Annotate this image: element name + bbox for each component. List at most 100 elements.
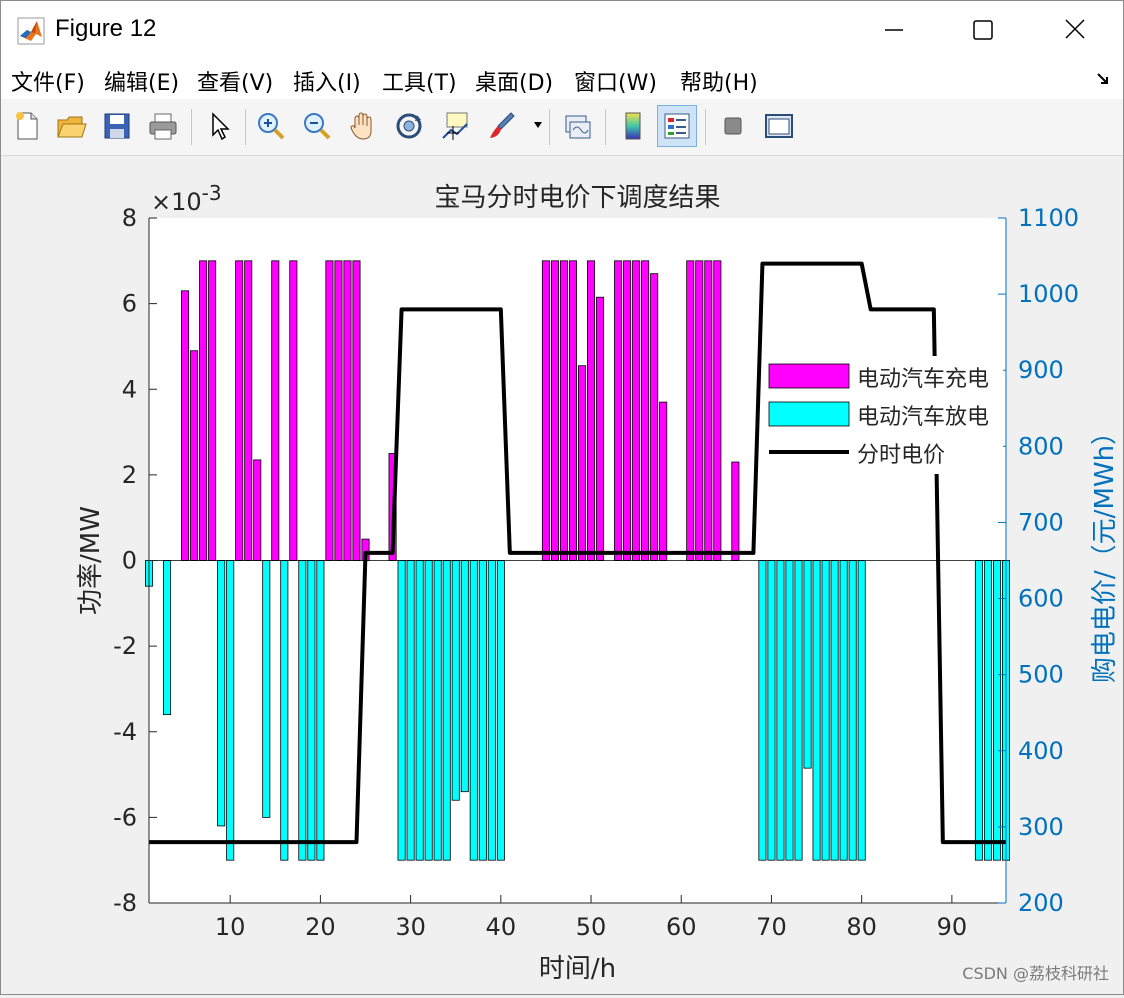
x-tick-label: 20 <box>305 913 336 941</box>
charge-bar <box>596 296 605 561</box>
discharge-bar <box>794 560 803 861</box>
charge-bar <box>695 260 704 561</box>
menu-help[interactable]: 帮助(H) <box>680 71 758 96</box>
matlab-logo-icon <box>17 17 45 45</box>
rotate-3d-button[interactable] <box>389 105 429 147</box>
zoom-out-button[interactable] <box>297 105 337 147</box>
brush-button[interactable] <box>481 105 521 147</box>
discharge-bar <box>496 560 505 861</box>
discharge-bar <box>821 560 830 861</box>
colorbar-icon <box>625 112 641 140</box>
discharge-bar <box>406 560 415 861</box>
y-right-tick-label: 600 <box>1018 585 1064 613</box>
discharge-bar <box>469 560 478 861</box>
menu-edit[interactable]: 编辑(E) <box>104 71 180 96</box>
menu-view[interactable]: 查看(V) <box>197 71 274 96</box>
pointer-button[interactable] <box>199 105 239 147</box>
legend-icon <box>664 113 690 139</box>
discharge-bar <box>992 560 1001 861</box>
discharge-bar <box>487 560 496 861</box>
y-right-tick-label: 1000 <box>1018 280 1079 308</box>
y-right-tick-label: 900 <box>1018 356 1064 384</box>
charge-bar <box>253 459 262 561</box>
charge-bar <box>334 260 343 561</box>
discharge-bar <box>433 560 442 861</box>
legend-swatch <box>768 363 850 389</box>
discharge-bar <box>839 560 848 861</box>
discharge-bar <box>451 560 460 801</box>
zoom-in-button[interactable] <box>251 105 291 147</box>
y-tick-label: 4 <box>122 375 137 403</box>
legend-entry-label: 电动汽车充电 <box>857 367 989 392</box>
legend-button[interactable] <box>657 105 697 147</box>
dock-arrow-icon[interactable] <box>1095 71 1111 87</box>
y-right-tick-label: 1100 <box>1018 204 1079 232</box>
y-tick-label: 0 <box>122 547 137 575</box>
x-axis-label: 时间/h <box>539 954 616 984</box>
charge-bar <box>713 260 722 561</box>
pan-button[interactable] <box>343 105 383 147</box>
discharge-bar <box>424 560 433 861</box>
zoom-in-icon <box>258 113 285 140</box>
brush-icon <box>490 112 515 138</box>
charge-bar <box>659 401 668 561</box>
toolbar-separator <box>605 109 606 145</box>
rotate-3d-icon <box>396 113 422 139</box>
menu-insert[interactable]: 插入(I) <box>293 71 361 96</box>
show-plot-tools-icon <box>765 114 793 138</box>
show-plot-tools-button[interactable] <box>759 105 799 147</box>
brush-dropdown-icon[interactable] <box>533 121 543 129</box>
y-tick-label: 2 <box>122 461 137 489</box>
zoom-out-icon <box>304 113 331 140</box>
hide-plot-tools-button[interactable] <box>713 105 753 147</box>
toolbar-separator <box>549 109 550 145</box>
charge-bar <box>235 260 244 561</box>
minimize-icon <box>885 29 903 31</box>
open-file-button[interactable] <box>51 105 91 147</box>
y-tick-label: -4 <box>113 718 137 746</box>
save-button[interactable] <box>97 105 137 147</box>
charge-bar <box>271 260 280 561</box>
link-plot-button[interactable] <box>557 105 597 147</box>
toolbar-separator <box>705 109 706 145</box>
charge-bar <box>587 260 596 561</box>
discharge-bar <box>397 560 406 861</box>
menu-desktop[interactable]: 桌面(D) <box>475 71 554 96</box>
discharge-bar <box>983 560 992 861</box>
title-bar[interactable]: Figure 12 <box>1 1 1123 59</box>
discharge-bar <box>415 560 424 861</box>
charge-bar <box>731 461 740 561</box>
x-tick-label: 70 <box>756 913 787 941</box>
print-button[interactable] <box>143 105 183 147</box>
discharge-bar <box>848 560 857 861</box>
y-right-tick-label: 200 <box>1018 889 1064 917</box>
maximize-button[interactable] <box>961 9 1005 49</box>
close-button[interactable] <box>1053 9 1097 49</box>
charge-bar <box>623 260 632 561</box>
new-figure-button[interactable] <box>7 105 47 147</box>
minimize-button[interactable] <box>871 9 915 49</box>
maximize-icon <box>973 20 993 40</box>
y-right-tick-label: 500 <box>1018 661 1064 689</box>
y-tick-label: 6 <box>122 290 137 318</box>
discharge-bar <box>758 560 767 861</box>
discharge-bar <box>776 560 785 861</box>
discharge-bar <box>163 560 172 716</box>
charge-bar <box>704 260 713 561</box>
menu-window[interactable]: 窗口(W) <box>574 71 657 96</box>
charge-bar <box>289 260 298 561</box>
x-tick-label: 40 <box>486 913 517 941</box>
colorbar-button[interactable] <box>613 105 653 147</box>
y-right-tick-label: 400 <box>1018 737 1064 765</box>
toolbar-separator <box>191 109 192 145</box>
discharge-bar <box>812 560 821 861</box>
discharge-bar <box>803 560 812 769</box>
pan-icon <box>350 112 372 140</box>
menu-file[interactable]: 文件(F) <box>11 71 85 96</box>
charge-bar <box>641 260 650 561</box>
data-cursor-button[interactable] <box>435 105 475 147</box>
discharge-bar <box>857 560 866 861</box>
menu-tools[interactable]: 工具(T) <box>382 71 457 96</box>
x-tick-label: 30 <box>395 913 426 941</box>
